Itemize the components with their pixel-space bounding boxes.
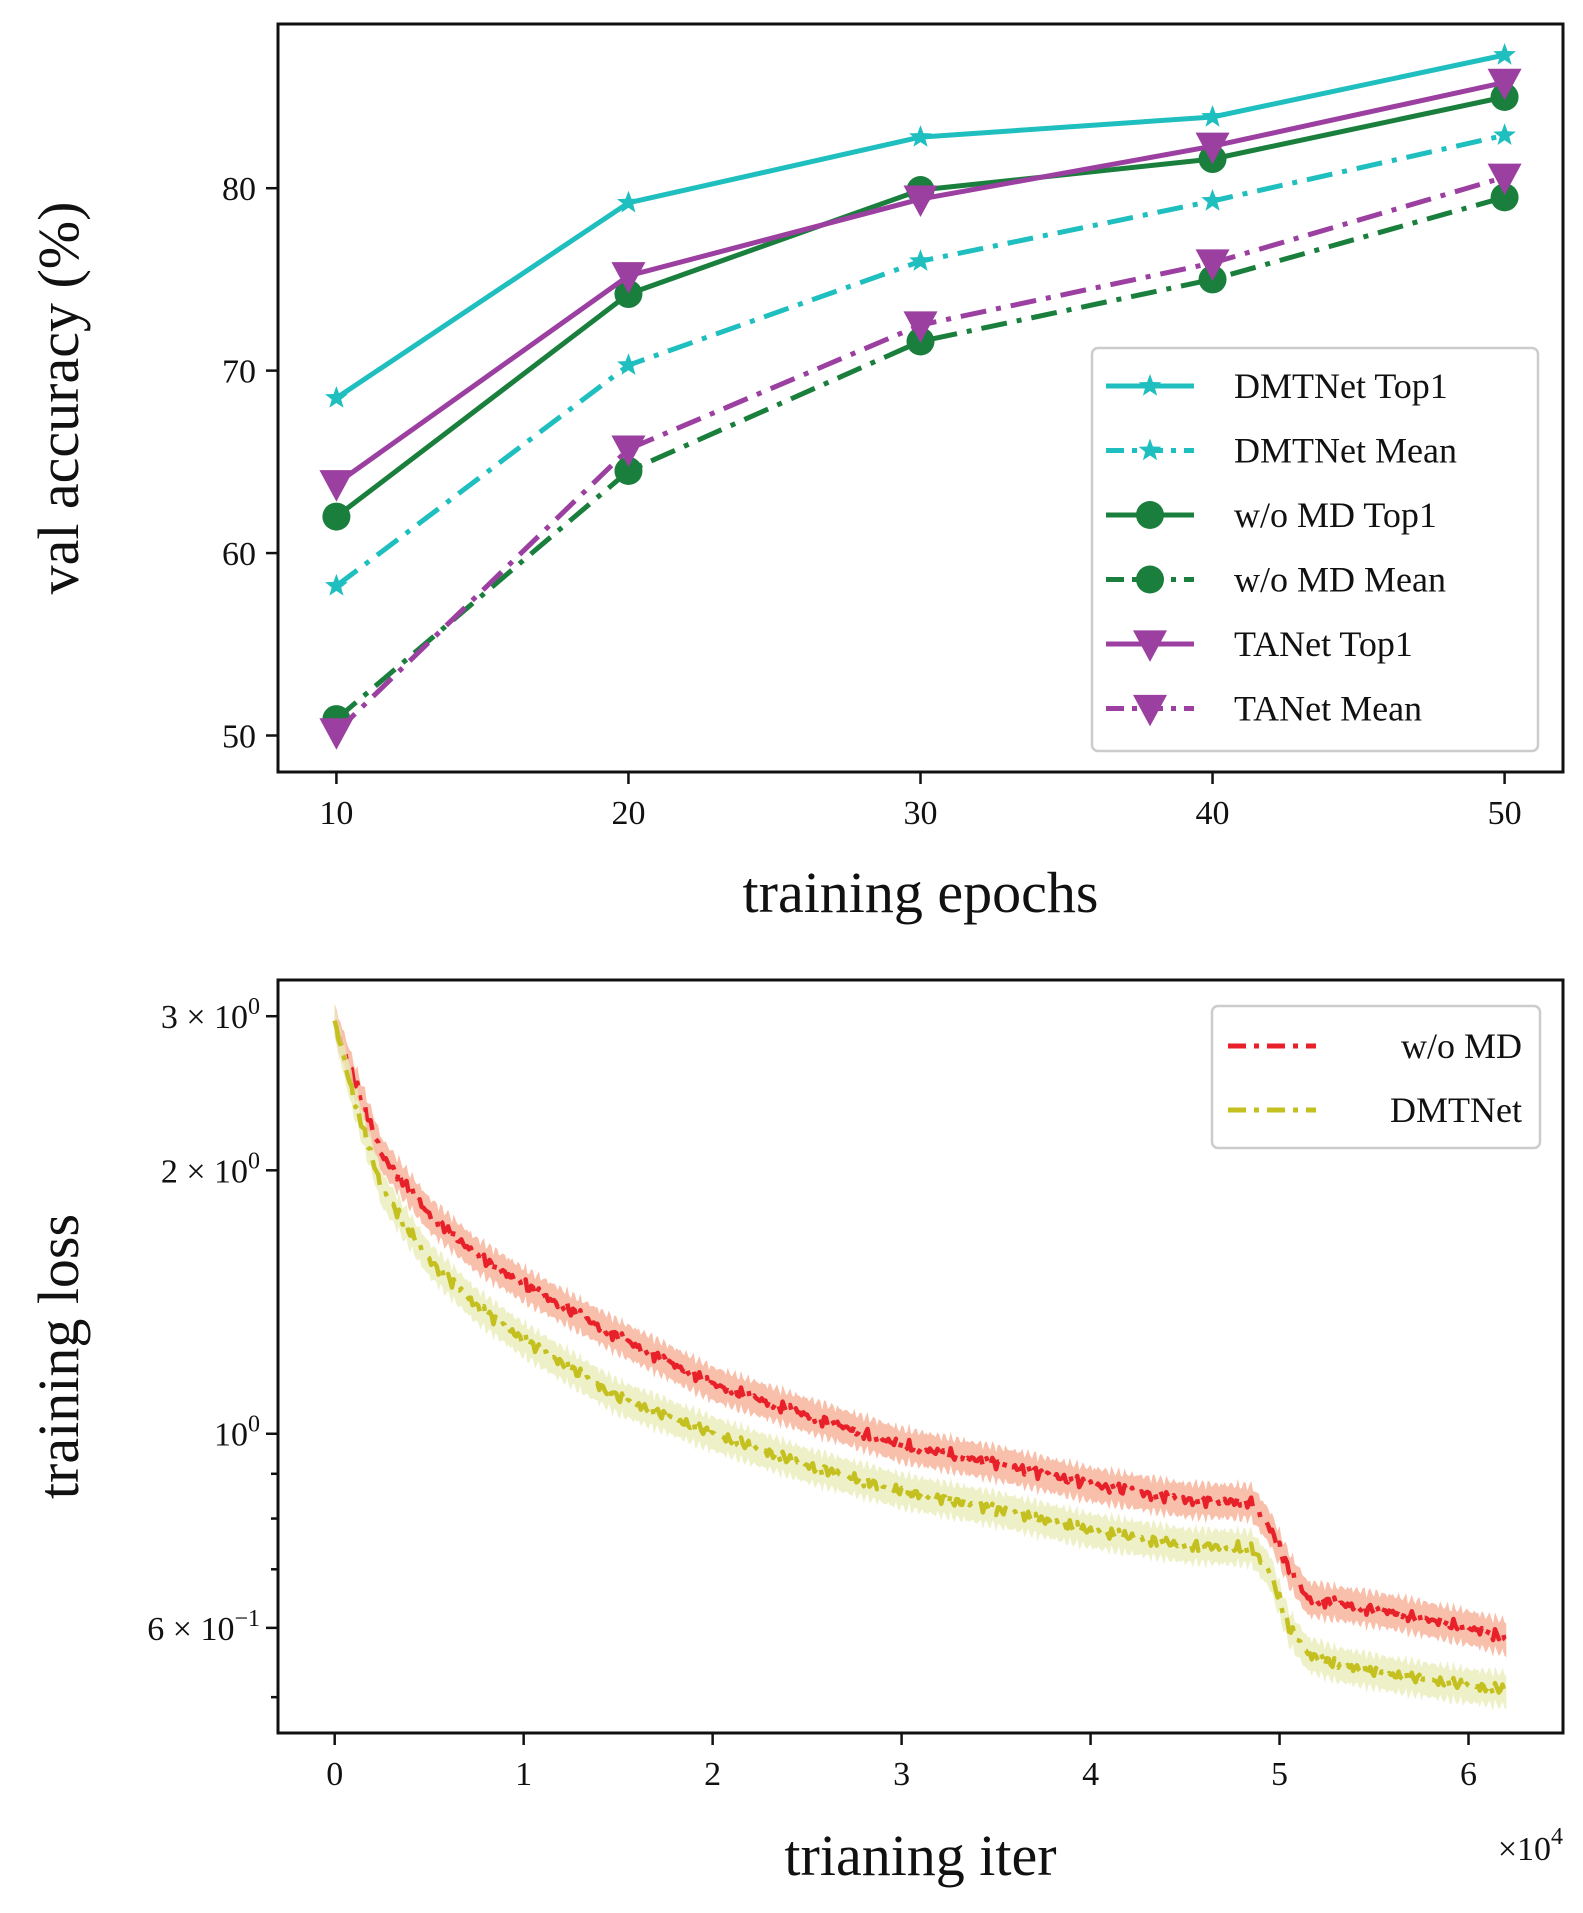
data-point <box>1493 43 1516 65</box>
legend-marker <box>1136 501 1164 529</box>
series-w-o-md <box>332 1004 1508 1658</box>
plot-frame <box>276 978 1565 1735</box>
y-tick-label: 70 <box>222 354 256 391</box>
data-point <box>322 502 351 531</box>
legend-marker <box>1138 374 1162 396</box>
y-tick-label: 3 × 100 <box>161 994 260 1036</box>
legend-marker <box>1133 694 1167 727</box>
data-point <box>903 185 938 217</box>
series-tanet-mean <box>319 163 1522 750</box>
y-tick-label: 60 <box>222 536 256 573</box>
data-point <box>1493 123 1516 145</box>
data-point <box>617 190 640 213</box>
series-tanet-top1 <box>319 68 1522 502</box>
data-point <box>1195 132 1230 165</box>
data-point <box>1490 183 1519 212</box>
x-tick-label: 50 <box>1488 795 1522 832</box>
x-tick-label: 0 <box>326 1756 343 1793</box>
x-tick-label: 4 <box>1082 1756 1099 1793</box>
legend-label: DMTNet <box>1390 1090 1522 1130</box>
x-tick-label: 10 <box>319 795 353 832</box>
legend: DMTNet Top1 DMTNet Mean w/o MD Top1 w/o MD … <box>1090 346 1540 753</box>
data-point <box>1201 105 1224 127</box>
data-point <box>909 125 932 147</box>
data-point <box>614 456 643 485</box>
y-tick-label: 50 <box>222 719 256 756</box>
y-tick-label: 80 <box>222 171 256 208</box>
series-line <box>332 1019 1508 1643</box>
x-tick-label: 3 <box>893 1756 910 1793</box>
x-tick-label: 40 <box>1196 795 1230 832</box>
x-axis-label: training epochs <box>743 860 1099 925</box>
data-point <box>319 718 354 750</box>
y-tick-label: 6 × 10−1 <box>147 1606 260 1648</box>
series-dmtnet <box>332 1004 1508 1711</box>
x-tick-label: 6 <box>1460 1756 1477 1793</box>
data-point <box>325 573 348 596</box>
y-tick-label: 100 <box>214 1412 260 1454</box>
data-point <box>1201 189 1224 211</box>
y-axis-label: val accuracy (%) <box>26 202 91 595</box>
legend-label: w/o MD Mean <box>1234 560 1446 600</box>
legend-label: w/o MD Top1 <box>1234 495 1437 535</box>
data-point <box>617 353 640 375</box>
data-point <box>319 470 354 502</box>
legend: w/o MD DMTNet <box>1210 1004 1542 1150</box>
series-dmtnet-top1 <box>325 43 1516 408</box>
data-point <box>325 386 348 408</box>
x-tick-label: 5 <box>1271 1756 1288 1793</box>
y-axis-label: training loss <box>26 1214 91 1499</box>
data-point <box>611 435 646 467</box>
legend-label: TANet Mean <box>1234 689 1422 729</box>
legend-label: TANet Top1 <box>1234 624 1413 664</box>
series-dmtnet-mean <box>325 123 1516 596</box>
x-tick-label: 20 <box>611 795 645 832</box>
x-tick-label: 1 <box>515 1756 532 1793</box>
data-point <box>1487 163 1522 196</box>
x-tick-label: 2 <box>704 1756 721 1793</box>
legend-marker <box>1136 565 1164 594</box>
loss-chart: 0 1 2 3 4 5 6 3 × 100 2 × 100 100 6 × 10−1 trianing… <box>26 978 1565 1888</box>
legend-box <box>1090 346 1540 753</box>
legend-marker <box>1138 438 1162 461</box>
confidence-band <box>334 1004 1507 1658</box>
series-line <box>332 1020 1508 1697</box>
legend-marker <box>1133 630 1167 662</box>
legend-label: w/o MD <box>1401 1026 1522 1066</box>
data-point <box>614 280 643 309</box>
legend-label: DMTNet Mean <box>1234 431 1457 471</box>
accuracy-chart: 10 20 30 40 50 50 60 70 80 training epochs val acc… <box>26 22 1565 925</box>
y-tick-label: 2 × 100 <box>161 1148 260 1190</box>
data-point <box>1487 68 1522 101</box>
data-point <box>903 311 938 343</box>
confidence-band <box>334 1004 1507 1711</box>
data-point <box>1195 249 1230 281</box>
data-point <box>611 262 646 294</box>
data-point <box>909 249 932 271</box>
x-multiplier: ×104 <box>1498 1824 1563 1868</box>
x-axis-label: trianing iter <box>784 1823 1056 1888</box>
legend-label: DMTNet Top1 <box>1234 366 1448 406</box>
x-tick-label: 30 <box>904 795 938 832</box>
